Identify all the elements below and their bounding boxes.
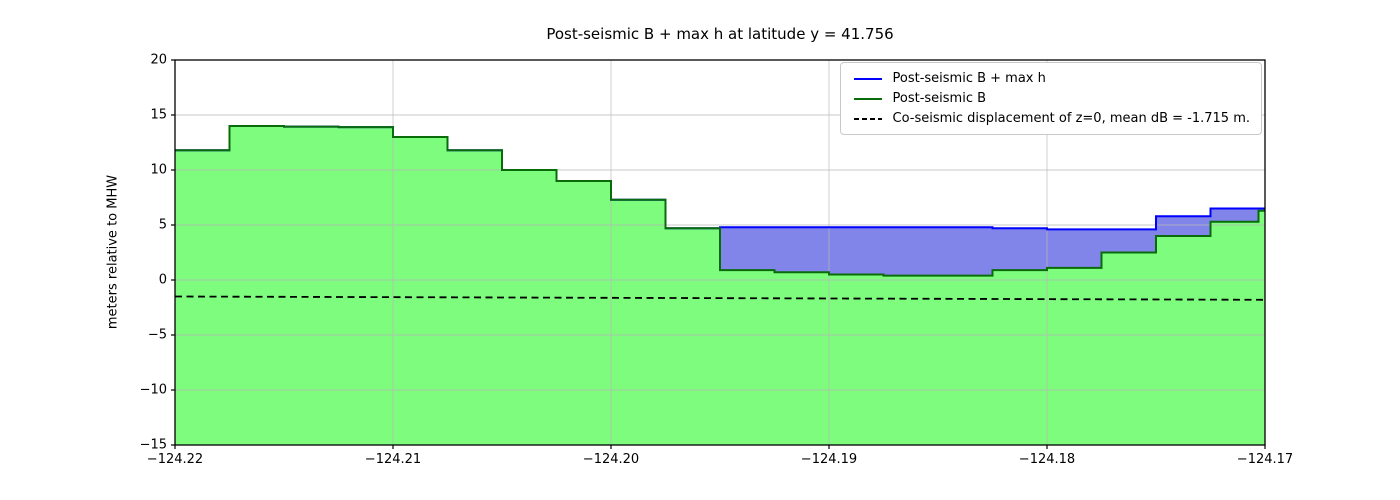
coseismic-dashed-line [174,295,1266,301]
legend-label: Co-seismic displacement of z=0, mean dB … [892,111,1251,126]
legend-line-b-plus-h-icon [853,77,882,80]
post-seismic-b-line [175,125,1265,277]
legend-line-coseismic-dashed-icon [853,117,882,120]
y-tick-label: −5 [147,327,167,343]
x-tick-label: −124.22 [146,452,204,467]
x-tick-label: −124.20 [582,452,640,467]
y-tick-label: 10 [150,162,167,178]
legend: Post-seismic B + max h Post-seismic B Co… [839,62,1262,135]
legend-item: Post-seismic B + max h [852,71,1251,86]
x-tick-label: −124.17 [1236,452,1294,467]
y-axis-label: meters relative to MHW [105,174,121,330]
y-tick-label: 0 [158,272,167,288]
legend-line-b-icon [853,97,882,100]
max-h-water-fill-area [175,126,1265,276]
legend-item: Co-seismic displacement of z=0, mean dB … [852,111,1251,126]
chart-title: Post-seismic B + max h at latitude y = 4… [546,25,894,43]
x-tick-label: −124.21 [364,452,422,467]
y-tick-label: −10 [139,382,167,398]
legend-item: Post-seismic B [852,91,1251,106]
plot-frame [174,59,1266,446]
y-tick-label: −15 [139,437,167,453]
post-seismic-b-fill-area [175,126,1265,445]
legend-label: Post-seismic B [892,91,987,106]
y-tick-label: 20 [150,52,167,68]
x-tick-label: −124.19 [800,452,858,467]
y-tick-label: 5 [158,217,167,233]
legend-label: Post-seismic B + max h [892,71,1046,86]
x-tick-label: −124.18 [1018,452,1076,467]
y-tick-label: 15 [150,107,167,123]
